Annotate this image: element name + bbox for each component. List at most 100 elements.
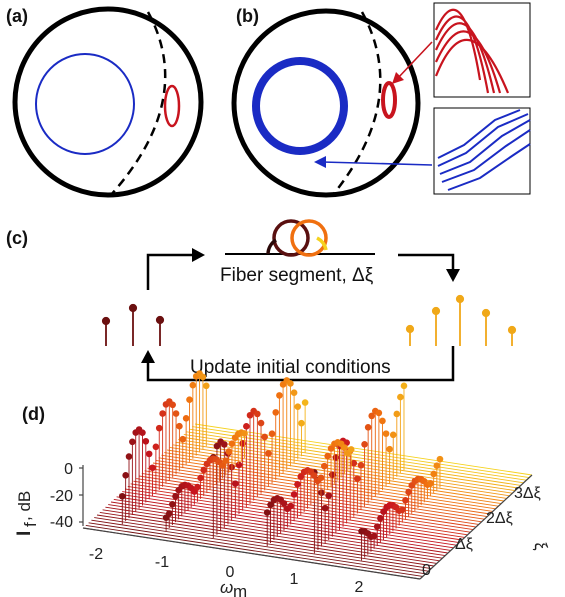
x-tick-3: 1 — [290, 571, 299, 588]
y-tick-1: -20 — [50, 488, 73, 505]
floor-line — [192, 426, 530, 479]
y-tick-0: 0 — [64, 461, 73, 478]
floor-line — [194, 423, 533, 476]
spectral-peak-dot — [298, 419, 305, 427]
spectral-peak-dot — [341, 444, 348, 451]
svg-text:I: I — [14, 531, 35, 536]
spectral-peak-dot — [294, 481, 301, 488]
spectral-peak-dot — [402, 496, 409, 504]
spectral-peak-dot — [430, 470, 437, 478]
x-axis-line — [82, 527, 421, 580]
spectral-peak-dot — [393, 410, 401, 418]
spectral-peak-dot — [189, 381, 197, 389]
spectral-peak-dot — [361, 441, 368, 448]
x-tick-0: -2 — [89, 546, 103, 563]
spectral-peak-dot — [159, 410, 166, 417]
blue-orbit-a — [35, 53, 135, 155]
spectral-peak-dot — [321, 462, 328, 470]
spectral-peak-dot — [202, 382, 210, 390]
spectral-peak-dot — [239, 440, 246, 447]
spectral-peak-dot — [405, 488, 412, 496]
spectral-peak-dot — [301, 399, 309, 406]
spectral-peak-dot — [327, 445, 335, 452]
spectral-peak-dot — [221, 441, 228, 448]
z-tick-0: 0 — [422, 562, 431, 579]
spectral-peak-dot — [186, 396, 193, 404]
spectral-peak-dot — [436, 455, 444, 463]
spectral-peak-dot — [294, 403, 302, 410]
spectral-peak-dot — [225, 448, 233, 455]
zoom-blue-curves — [437, 109, 531, 191]
panel-b-label: (b) — [236, 6, 259, 26]
floor-line — [110, 501, 449, 554]
spectral-peak-dot — [400, 382, 408, 390]
svg-text:ω: ω — [220, 578, 233, 597]
spectral-peak-dot — [182, 415, 190, 422]
z-tick-2: 2Δξ — [486, 510, 513, 527]
arrow-head-down — [446, 269, 460, 282]
spectral-peak-dot — [321, 504, 329, 512]
spectral-peak-dot — [377, 514, 384, 522]
x-tick-1: -1 — [155, 554, 169, 571]
spectral-peak-dot — [152, 443, 160, 451]
spectral-peak-dot — [386, 445, 393, 453]
panel-a: (a) — [6, 6, 204, 198]
output-comb-yellow — [405, 294, 517, 346]
spectral-peak-dot — [357, 461, 365, 469]
separatrix-dashed-b — [331, 11, 382, 197]
spectral-peak-dot — [427, 480, 434, 487]
spectral-peak-dot — [142, 437, 150, 445]
spectral-peak-dot — [354, 475, 361, 482]
panel-d-label: (d) — [22, 404, 45, 424]
spectral-peak-dot — [399, 506, 406, 513]
spectral-peak-dot — [235, 461, 243, 469]
spectral-peak-dot — [197, 474, 204, 482]
z-axis-label: ξ — [530, 539, 551, 554]
floor-line — [102, 509, 440, 562]
spectral-peak-dot — [265, 450, 272, 457]
spectral-peak-dot — [118, 492, 126, 500]
zoom-red-curves — [434, 8, 510, 94]
spectral-peak-dot — [169, 500, 176, 508]
spectral-peak-dot — [290, 491, 298, 498]
floor-line — [113, 498, 451, 551]
floor-line — [96, 514, 435, 567]
floor-line — [130, 483, 468, 536]
zoom-arrow-red — [392, 41, 433, 84]
spectra-3d — [118, 370, 444, 561]
spectral-peak-dot — [350, 459, 358, 467]
floor-line — [127, 485, 465, 538]
spectral-peak-dot — [228, 440, 236, 447]
spectral-peak-dot — [122, 472, 129, 479]
spectral-peak-dot — [254, 410, 261, 418]
poincare-sphere-outline-a — [12, 6, 204, 198]
spectral-peak-dot — [165, 510, 173, 517]
spectral-peak-dot — [267, 501, 274, 509]
x-axis-label: ω m — [220, 578, 247, 597]
panel-c-label: (c) — [6, 228, 28, 248]
spectral-peak-dot — [263, 509, 271, 516]
spectral-peak-dot — [280, 500, 288, 507]
floor-line — [124, 488, 463, 541]
zoom-arrow-blue — [314, 156, 433, 168]
svg-text:m: m — [233, 582, 247, 597]
spectral-peak-dot — [125, 453, 133, 460]
red-orbit-a — [163, 84, 181, 128]
spectral-peak-dot — [172, 410, 180, 417]
spectral-peak-dot — [310, 472, 318, 479]
spectral-peak-dot — [219, 462, 226, 469]
spectral-peak-dot — [268, 430, 276, 438]
separatrix-dashed-a — [109, 11, 167, 197]
arrow-head-right — [192, 248, 205, 262]
spectral-peak-dot — [243, 423, 250, 430]
spectral-peak-dot — [368, 412, 376, 420]
spectral-peak-dot — [290, 389, 298, 397]
spectral-peak-dot — [199, 373, 207, 381]
spectral-peak-dot — [213, 442, 221, 450]
panel-a-label: (a) — [6, 6, 28, 26]
spectral-peak-dot — [129, 438, 136, 446]
floor-line — [152, 462, 491, 515]
spectral-peak-dot — [317, 474, 325, 482]
spectral-peak-dot — [261, 433, 269, 441]
